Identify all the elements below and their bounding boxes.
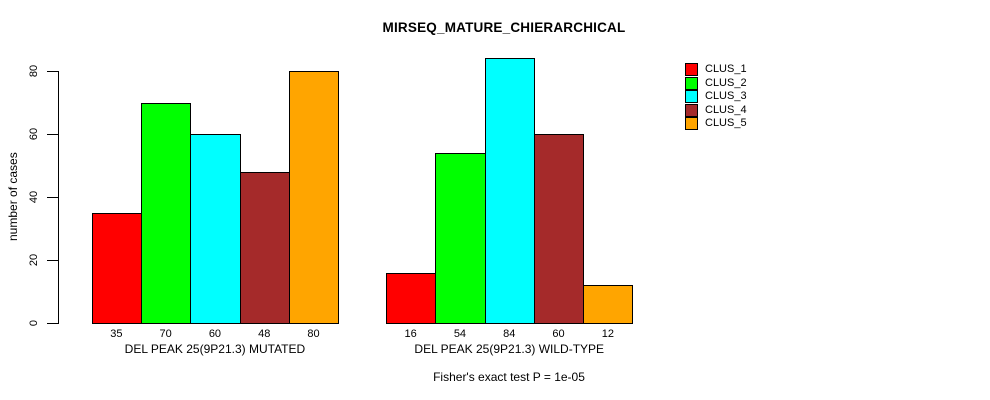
bar-value-label: 54 — [453, 328, 467, 340]
y-tick — [46, 260, 58, 261]
legend-label: CLUS_3 — [705, 90, 747, 102]
y-tick — [46, 323, 58, 324]
bar-value-label: 12 — [601, 328, 614, 340]
legend: CLUS_1 CLUS_2 CLUS_3 CLUS_4 CLUS_5 — [685, 63, 747, 130]
bar-clus_1-group1 — [91, 212, 142, 324]
legend-item-clus_4: CLUS_4 — [685, 103, 747, 117]
y-tick-label: 20 — [27, 253, 40, 267]
bar-clus_3-group1 — [190, 134, 241, 324]
bar-value-label: 48 — [258, 328, 271, 340]
bar-value-label: 16 — [404, 328, 417, 340]
legend-item-clus_5: CLUS_5 — [685, 117, 747, 130]
bar-value-label: 35 — [110, 328, 123, 340]
bar-clus_5-group1 — [288, 71, 340, 324]
chart-title: MIRSEQ_MATURE_CHIERARCHICAL — [382, 20, 626, 35]
bar-value-label: 84 — [503, 328, 516, 340]
legend-label: CLUS_5 — [705, 117, 747, 129]
bar-clus_4-group1 — [239, 171, 290, 324]
bar-clus_1-group2 — [386, 272, 437, 324]
bar-clus_5-group2 — [583, 285, 634, 324]
legend-swatch-icon — [685, 63, 698, 76]
bar-value-label: 60 — [208, 328, 222, 340]
legend-swatch-icon — [685, 103, 698, 117]
y-tick-label: 80 — [27, 64, 40, 78]
bar-value-label: 70 — [159, 328, 172, 340]
x-group-label: DEL PEAK 25(9P21.3) WILD-TYPE — [414, 342, 605, 356]
y-tick — [46, 134, 58, 135]
y-tick-label: 60 — [27, 127, 40, 141]
legend-label: CLUS_2 — [705, 76, 747, 89]
annotation-fisher-test: Fisher's exact test P = 1e-05 — [433, 370, 585, 384]
bar-value-label: 80 — [307, 328, 320, 340]
y-tick — [46, 71, 58, 72]
bar-clus_2-group2 — [435, 152, 486, 324]
y-axis-line — [57, 71, 59, 324]
legend-item-clus_2: CLUS_2 — [685, 76, 747, 90]
y-tick — [46, 197, 58, 198]
bar-value-label: 60 — [552, 328, 565, 340]
bar-clus_3-group2 — [484, 58, 535, 324]
legend-label: CLUS_4 — [705, 103, 747, 116]
x-group-label: DEL PEAK 25(9P21.3) MUTATED — [124, 342, 306, 356]
legend-swatch-icon — [685, 76, 698, 90]
legend-label: CLUS_1 — [705, 63, 747, 75]
bar-clus_2-group1 — [141, 102, 192, 324]
y-axis-title: number of cases — [6, 152, 20, 242]
legend-item-clus_1: CLUS_1 — [685, 63, 747, 76]
legend-swatch-icon — [685, 117, 698, 130]
legend-swatch-icon — [685, 90, 698, 103]
y-tick-label: 0 — [27, 319, 40, 327]
bar-clus_4-group2 — [533, 134, 585, 324]
y-tick-label: 40 — [27, 190, 40, 204]
legend-item-clus_3: CLUS_3 — [685, 90, 747, 103]
